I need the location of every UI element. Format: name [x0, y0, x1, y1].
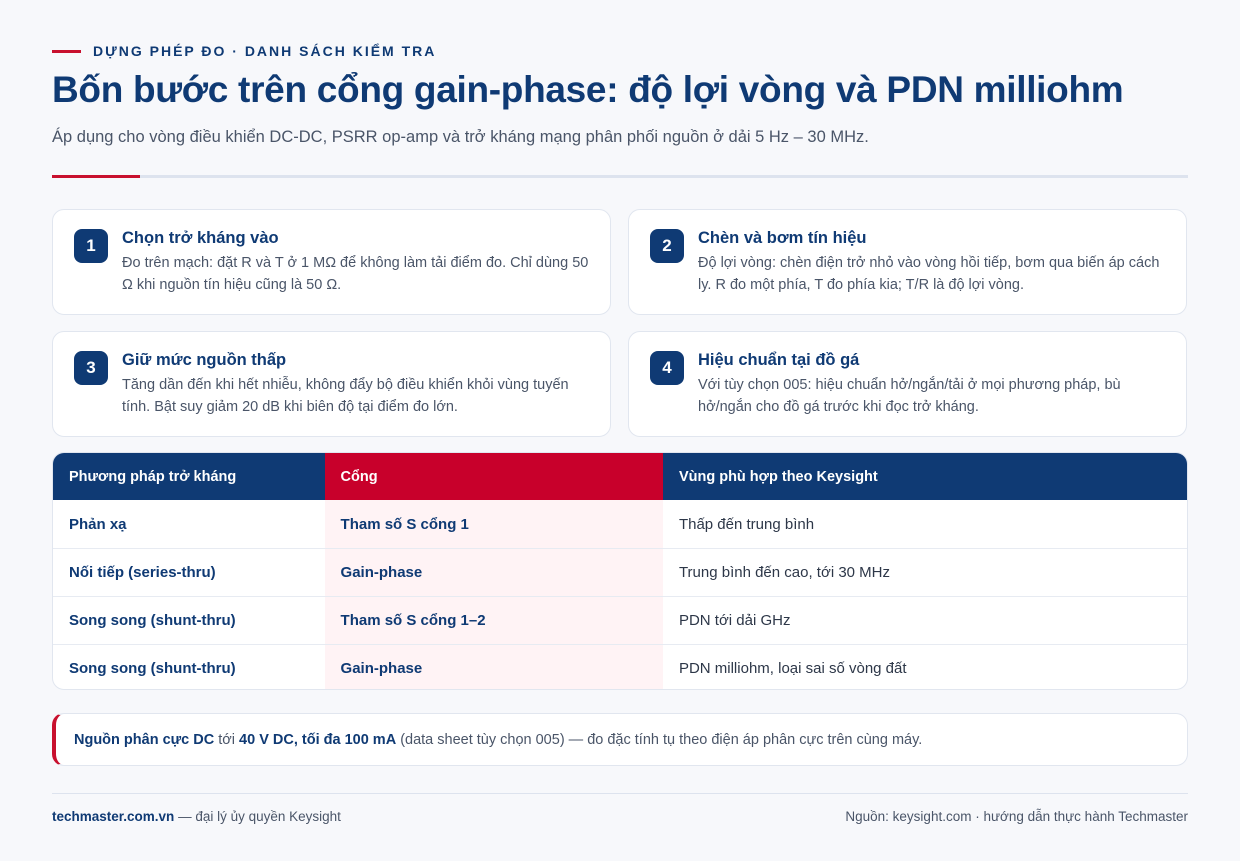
- cell-method: Nối tiếp (series-thru): [69, 564, 216, 581]
- step-body: Đo trên mạch: đặt R và T ở 1 MΩ để không…: [122, 255, 589, 293]
- note-text-2: (data sheet tùy chọn 005) — đo đặc tính …: [396, 731, 923, 748]
- column-header-range: Vùng phù hợp theo Keysight: [662, 453, 1187, 500]
- step-card-3: 3 Giữ mức nguồn thấp Tăng dần đến khi hế…: [52, 331, 611, 437]
- cell-method: Phản xạ: [69, 515, 127, 533]
- footer-tagline: — đại lý ủy quyền Keysight: [174, 809, 341, 824]
- header-divider: [52, 175, 1188, 178]
- step-number-badge: 2: [650, 229, 684, 263]
- cell-range: PDN milliohm, loại sai số vòng đất: [678, 660, 907, 677]
- table-row: Phản xạ Tham số S cổng 1 Thấp đến trung …: [53, 500, 1187, 548]
- step-number-badge: 4: [650, 351, 684, 385]
- table-row: Song song (shunt-thru) Tham số S cổng 1–…: [53, 596, 1187, 644]
- step-card-4: 4 Hiệu chuẩn tại đồ gá Với tùy chọn 005:…: [628, 331, 1187, 437]
- step-card-2: 2 Chèn và bơm tín hiệu Độ lợi vòng: chèn…: [628, 209, 1187, 315]
- table-row: Song song (shunt-thru) Gain-phase PDN mi…: [53, 644, 1187, 689]
- cell-method: Song song (shunt-thru): [69, 612, 236, 629]
- column-header-method: Phương pháp trở kháng: [53, 453, 325, 500]
- table-header-row: Phương pháp trở kháng Cổng Vùng phù hợp …: [53, 453, 1187, 500]
- note-text-1: tới: [214, 731, 240, 748]
- eyebrow: DỰNG PHÉP ĐO · DANH SÁCH KIỂM TRA: [52, 43, 436, 59]
- step-title: Chèn và bơm tín hiệu: [698, 229, 867, 247]
- step-body: Tăng dần đến khi hết nhiễu, không đẩy bộ…: [122, 377, 569, 415]
- cell-range: Thấp đến trung bình: [678, 515, 815, 533]
- divider-accent: [52, 175, 140, 178]
- note-text: Nguồn phân cực DC tới 40 V DC, tối đa 10…: [74, 732, 922, 748]
- step-title: Giữ mức nguồn thấp: [122, 351, 287, 369]
- footer-site-link[interactable]: techmaster.com.vn: [52, 809, 175, 824]
- note-strong-2: 40 V DC, tối đa 100 mA: [239, 731, 397, 748]
- dc-bias-note: Nguồn phân cực DC tới 40 V DC, tối đa 10…: [52, 713, 1188, 766]
- footer-credit: techmaster.com.vn — đại lý ủy quyền Keys…: [52, 809, 341, 824]
- step-body: Với tùy chọn 005: hiệu chuẩn hở/ngắn/tải…: [698, 377, 1121, 415]
- page-title: Bốn bước trên cổng gain-phase: độ lợi vò…: [52, 69, 1124, 110]
- step-title: Chọn trở kháng vào: [122, 229, 279, 247]
- cell-port: Tham số S cổng 1: [324, 500, 663, 548]
- page-subtitle: Áp dụng cho vòng điều khiển DC-DC, PSRR …: [52, 128, 869, 146]
- cell-port: Tham số S cổng 1–2: [324, 597, 663, 644]
- eyebrow-text: DỰNG PHÉP ĐO · DANH SÁCH KIỂM TRA: [93, 43, 437, 59]
- column-header-port: Cổng: [324, 453, 663, 500]
- eyebrow-accent-bar: [52, 49, 81, 53]
- step-number-badge: 1: [74, 229, 108, 263]
- methods-table: Phương pháp trở kháng Cổng Vùng phù hợp …: [52, 452, 1188, 690]
- step-body: Độ lợi vòng: chèn điện trở nhỏ vào vòng …: [698, 255, 1160, 293]
- cell-range: Trung bình đến cao, tới 30 MHz: [678, 564, 890, 581]
- footer-divider: [52, 793, 1188, 794]
- table-row: Nối tiếp (series-thru) Gain-phase Trung …: [53, 548, 1187, 596]
- footer-source: Nguồn: keysight.com · hướng dẫn thực hàn…: [845, 809, 1188, 824]
- note-strong-1: Nguồn phân cực DC: [74, 731, 215, 748]
- cell-range: PDN tới dải GHz: [678, 612, 791, 629]
- cell-method: Song song (shunt-thru): [69, 660, 236, 677]
- cell-port: Gain-phase: [324, 549, 663, 596]
- cell-port: Gain-phase: [324, 645, 663, 689]
- step-card-1: 1 Chọn trở kháng vào Đo trên mạch: đặt R…: [52, 209, 611, 315]
- step-number-badge: 3: [74, 351, 108, 385]
- step-title: Hiệu chuẩn tại đồ gá: [698, 351, 860, 369]
